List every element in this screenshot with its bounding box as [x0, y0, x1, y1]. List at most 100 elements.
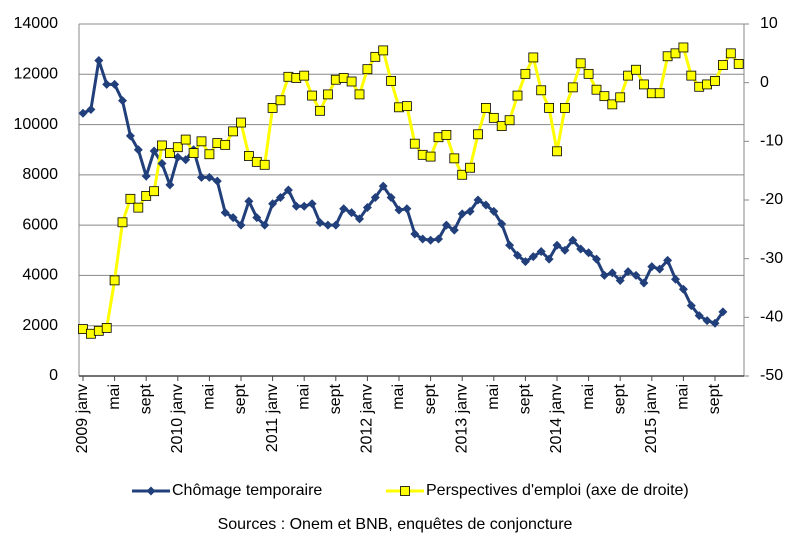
marker: [489, 206, 499, 216]
marker: [473, 129, 483, 140]
marker: [583, 68, 594, 79]
marker: [165, 180, 175, 190]
marker: [346, 76, 357, 87]
x-tick-label: sept: [611, 383, 628, 414]
x-tick-label: mai: [201, 384, 218, 410]
marker: [599, 91, 610, 102]
marker: [544, 254, 554, 264]
marker: [362, 203, 372, 213]
series-line: [82, 44, 740, 336]
y2-tick-label: -50: [760, 367, 783, 384]
y-tick-label: 10000: [14, 116, 59, 133]
marker: [591, 84, 602, 95]
legend-label: Chômage temporaire: [172, 482, 322, 499]
marker: [615, 275, 625, 285]
x-tick-label: sept: [327, 383, 344, 414]
y-tick-label: 4000: [22, 267, 58, 284]
y2-tick-label: 0: [760, 74, 769, 91]
marker: [568, 235, 578, 245]
marker: [505, 240, 515, 250]
legend-label: Perspectives d'emploi (axe de droite): [426, 482, 689, 499]
x-tick-label: 2012 janv: [359, 384, 376, 453]
marker: [504, 115, 515, 126]
marker: [410, 229, 420, 239]
marker: [172, 142, 183, 153]
marker: [552, 240, 562, 250]
marker: [639, 278, 649, 288]
y2-tick-label: -40: [760, 309, 783, 326]
marker: [409, 138, 420, 149]
marker: [497, 219, 507, 229]
marker: [560, 102, 570, 113]
marker: [733, 58, 744, 69]
marker: [520, 257, 530, 267]
x-tick-label: sept: [706, 383, 723, 414]
x-tick-label: 2011 janv: [264, 384, 281, 452]
marker: [141, 171, 151, 181]
marker: [670, 48, 681, 59]
marker: [94, 55, 104, 65]
y2-tick-label: -30: [760, 250, 783, 267]
marker: [181, 155, 191, 165]
marker: [512, 90, 523, 101]
marker: [322, 89, 333, 100]
marker: [149, 146, 159, 156]
marker: [686, 301, 696, 311]
x-tick-label: sept: [422, 383, 439, 414]
marker: [188, 148, 199, 158]
y2-tick-label: 10: [760, 15, 778, 32]
marker: [401, 101, 412, 112]
marker: [544, 102, 554, 113]
marker: [425, 151, 436, 162]
marker: [323, 220, 333, 230]
y-tick-label: 0: [49, 367, 58, 384]
marker: [101, 322, 112, 333]
marker: [259, 159, 270, 170]
marker: [686, 70, 697, 81]
marker: [164, 148, 175, 158]
marker: [386, 192, 396, 202]
marker: [118, 96, 127, 106]
legend-marker: [146, 486, 156, 496]
marker: [465, 206, 475, 216]
marker: [623, 267, 633, 277]
marker: [725, 48, 736, 59]
marker: [110, 79, 120, 89]
x-tick-label: mai: [580, 384, 597, 410]
marker: [267, 102, 278, 113]
marker: [576, 244, 586, 254]
marker: [710, 76, 720, 86]
marker: [441, 220, 451, 230]
marker: [180, 134, 191, 145]
marker: [149, 186, 160, 197]
marker: [647, 262, 657, 272]
marker: [513, 250, 522, 260]
marker: [252, 213, 262, 223]
marker: [157, 140, 167, 151]
marker: [575, 58, 586, 69]
marker: [260, 220, 270, 230]
marker: [663, 255, 673, 265]
marker: [457, 169, 468, 180]
y2-tick-label: -10: [760, 133, 783, 150]
marker: [457, 209, 467, 219]
marker: [276, 192, 285, 202]
marker: [307, 90, 318, 101]
marker: [480, 102, 491, 113]
y-tick-label: 14000: [14, 15, 59, 32]
marker: [718, 60, 728, 70]
marker: [528, 252, 538, 262]
marker: [465, 162, 476, 173]
marker: [631, 64, 641, 75]
marker: [671, 274, 680, 284]
marker: [694, 311, 704, 321]
marker: [426, 235, 436, 245]
marker: [283, 185, 293, 195]
marker: [243, 151, 254, 161]
marker: [584, 248, 594, 258]
marker: [331, 220, 341, 230]
marker: [623, 70, 633, 81]
marker: [133, 202, 144, 213]
marker: [299, 201, 309, 211]
